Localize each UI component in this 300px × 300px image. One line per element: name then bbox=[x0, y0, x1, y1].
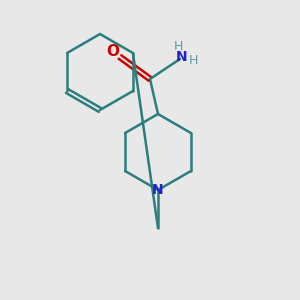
Text: O: O bbox=[106, 44, 119, 59]
Text: N: N bbox=[152, 183, 164, 197]
Text: H: H bbox=[173, 40, 183, 52]
Text: H: H bbox=[188, 53, 198, 67]
Text: N: N bbox=[176, 50, 188, 64]
